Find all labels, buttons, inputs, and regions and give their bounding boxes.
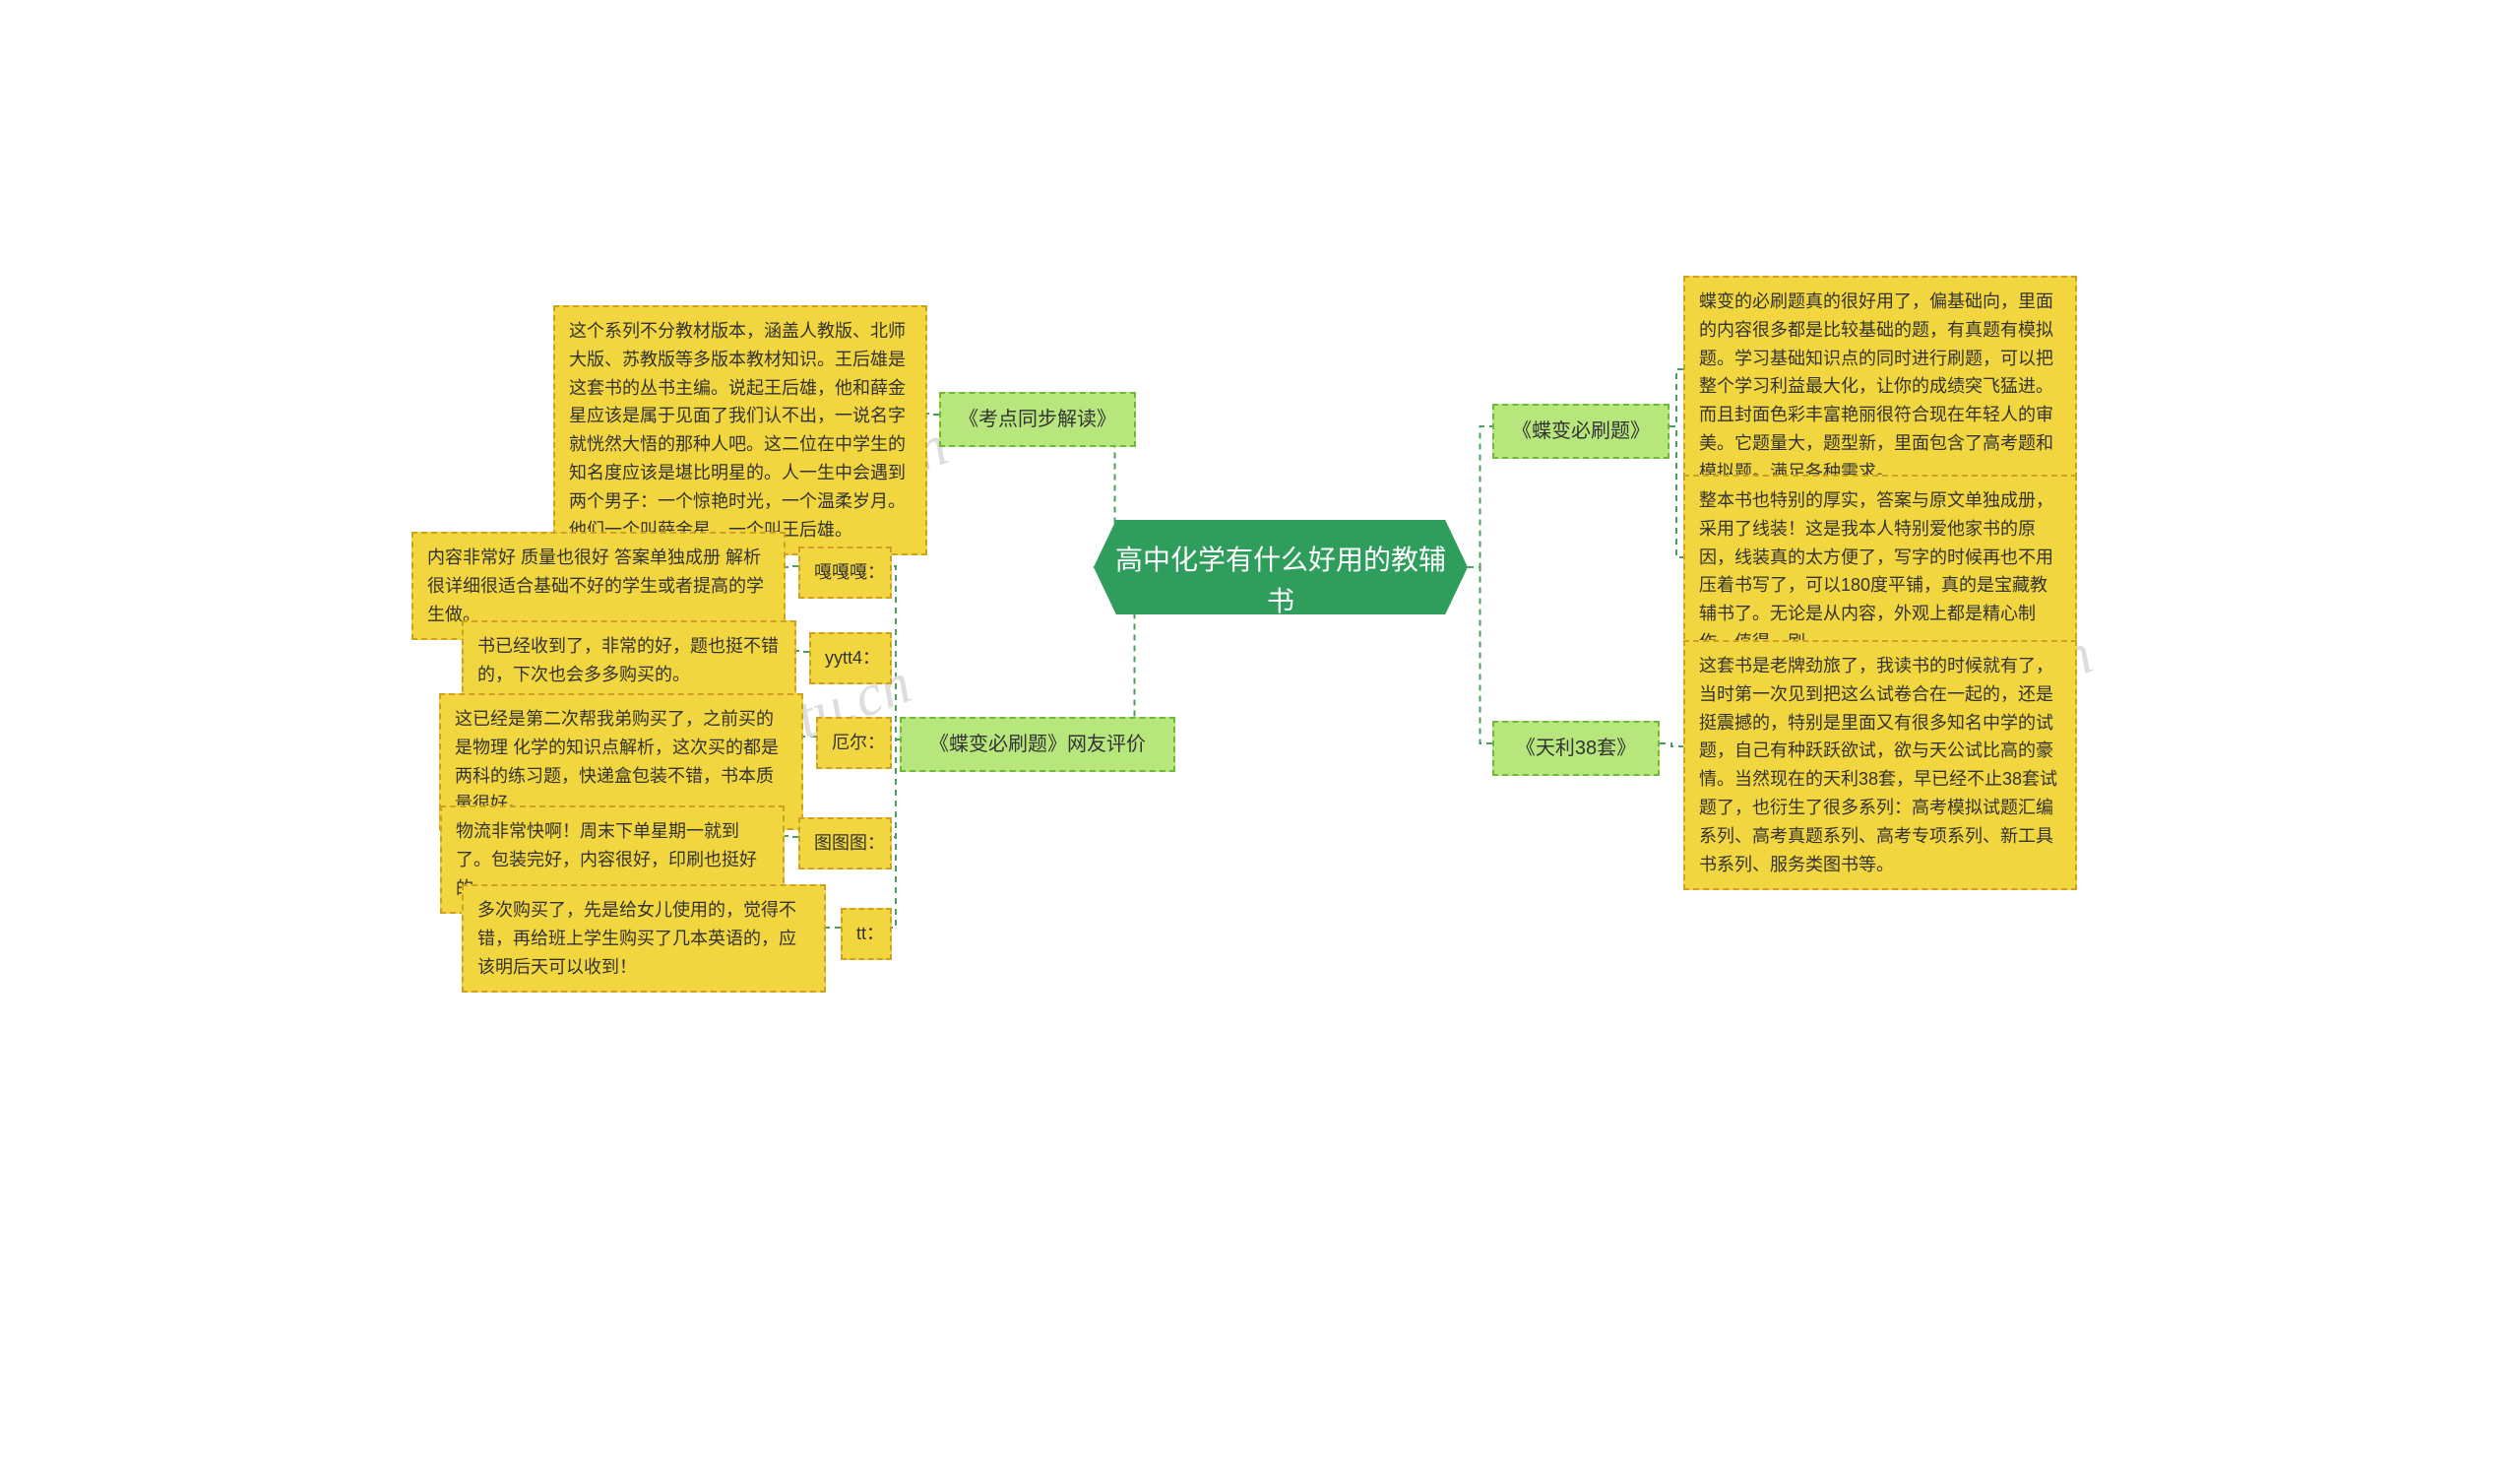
right-leaf-tianli-0[interactable]: 这套书是老牌劲旅了，我读书的时候就有了，当时第一次见到把这么试卷合在一起的，还是… xyxy=(1683,640,2077,890)
right-branch-diebian[interactable]: 《蝶变必刷题》 xyxy=(1492,404,1670,459)
left-branch-kaodian[interactable]: 《考点同步解读》 xyxy=(939,392,1136,447)
reviewer-text-1[interactable]: 书已经收到了，非常的好，题也挺不错的，下次也会多多购买的。 xyxy=(462,620,796,701)
reviewer-name-4[interactable]: tt： xyxy=(841,908,892,960)
left-leaf-kaodian-0[interactable]: 这个系列不分教材版本，涵盖人教版、北师大版、苏教版等多版本教材知识。王后雄是这套… xyxy=(553,305,927,555)
right-branch-tianli[interactable]: 《天利38套》 xyxy=(1492,721,1660,776)
reviewer-name-3[interactable]: 图图图： xyxy=(798,817,892,869)
center-node[interactable]: 高中化学有什么好用的教辅书 xyxy=(1094,520,1468,614)
reviewer-name-2[interactable]: 厄尔： xyxy=(816,717,892,769)
reviewer-name-1[interactable]: yytt4： xyxy=(809,632,892,684)
right-leaf-diebian-0[interactable]: 蝶变的必刷题真的很好用了，偏基础向，里面的内容很多都是比较基础的题，有真题有模拟… xyxy=(1683,276,2077,498)
left-branch-review[interactable]: 《蝶变必刷题》网友评价 xyxy=(900,717,1175,772)
reviewer-name-0[interactable]: 嘎嘎嘎： xyxy=(798,546,892,599)
reviewer-text-4[interactable]: 多次购买了，先是给女儿使用的，觉得不错，再给班上学生购买了几本英语的，应该明后天… xyxy=(462,884,826,993)
